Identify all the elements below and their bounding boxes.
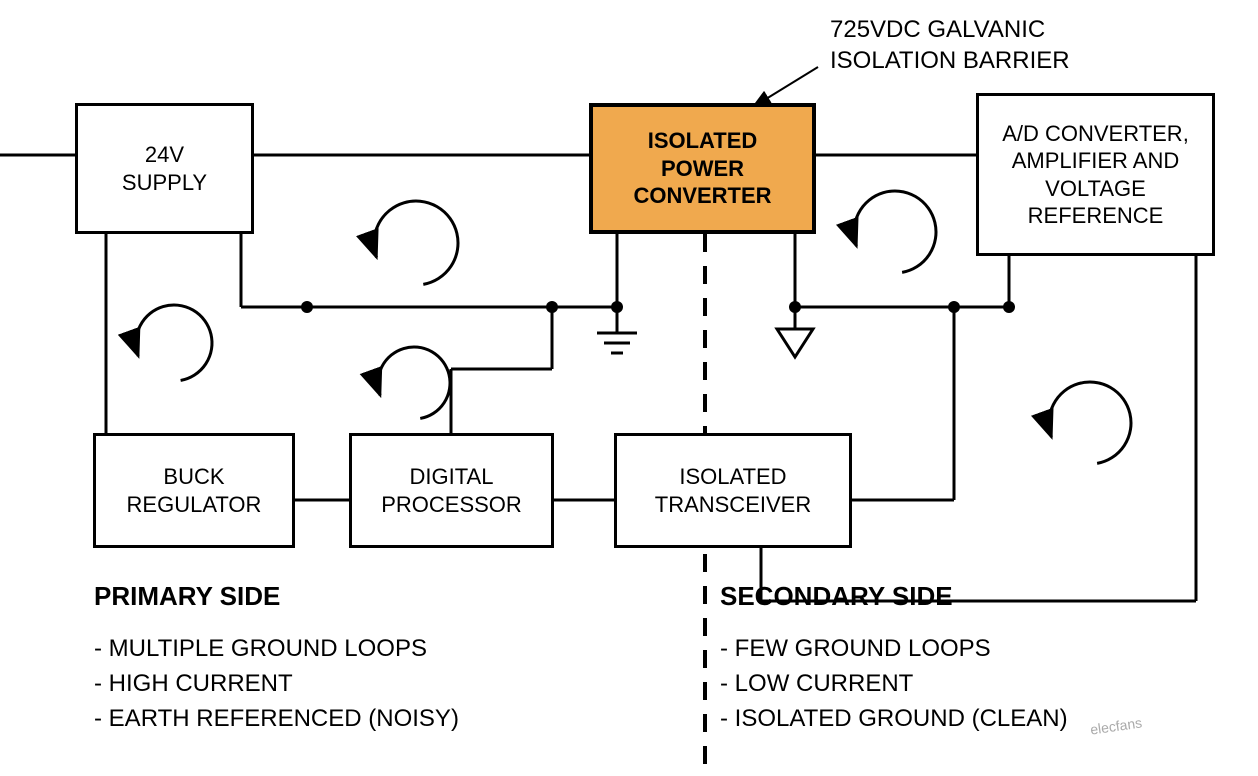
block-digital-processor: DIGITALPROCESSOR [349,433,554,548]
bullet: LOW CURRENT [720,667,1068,702]
primary-side-bullets: MULTIPLE GROUND LOOPS HIGH CURRENT EARTH… [94,632,459,736]
secondary-side-bullets: FEW GROUND LOOPS LOW CURRENT ISOLATED GR… [720,632,1068,736]
primary-side-heading: PRIMARY SIDE [94,580,280,614]
block-label: A/D CONVERTER,AMPLIFIER ANDVOLTAGEREFERE… [1002,120,1189,230]
block-isolated-transceiver: ISOLATEDTRANSCEIVER [614,433,852,548]
secondary-side-heading: SECONDARY SIDE [720,580,953,614]
bullet: EARTH REFERENCED (NOISY) [94,702,459,737]
block-adc-amplifier-vref: A/D CONVERTER,AMPLIFIER ANDVOLTAGEREFERE… [976,93,1215,256]
block-buck-regulator: BUCKREGULATOR [93,433,295,548]
bullet: HIGH CURRENT [94,667,459,702]
callout-arrow [753,67,818,107]
bullet: FEW GROUND LOOPS [720,632,1068,667]
block-isolated-power-converter: ISOLATEDPOWERCONVERTER [589,103,816,234]
block-label: DIGITALPROCESSOR [381,463,522,518]
block-label: 24VSUPPLY [122,141,207,196]
callout-text: 725VDC GALVANICISOLATION BARRIER [830,14,1070,76]
block-label: ISOLATEDTRANSCEIVER [655,463,811,518]
block-label: ISOLATEDPOWERCONVERTER [633,127,771,210]
bullet: MULTIPLE GROUND LOOPS [94,632,459,667]
bullet: ISOLATED GROUND (CLEAN) [720,702,1068,737]
block-24v-supply: 24VSUPPLY [75,103,254,234]
block-label: BUCKREGULATOR [127,463,262,518]
